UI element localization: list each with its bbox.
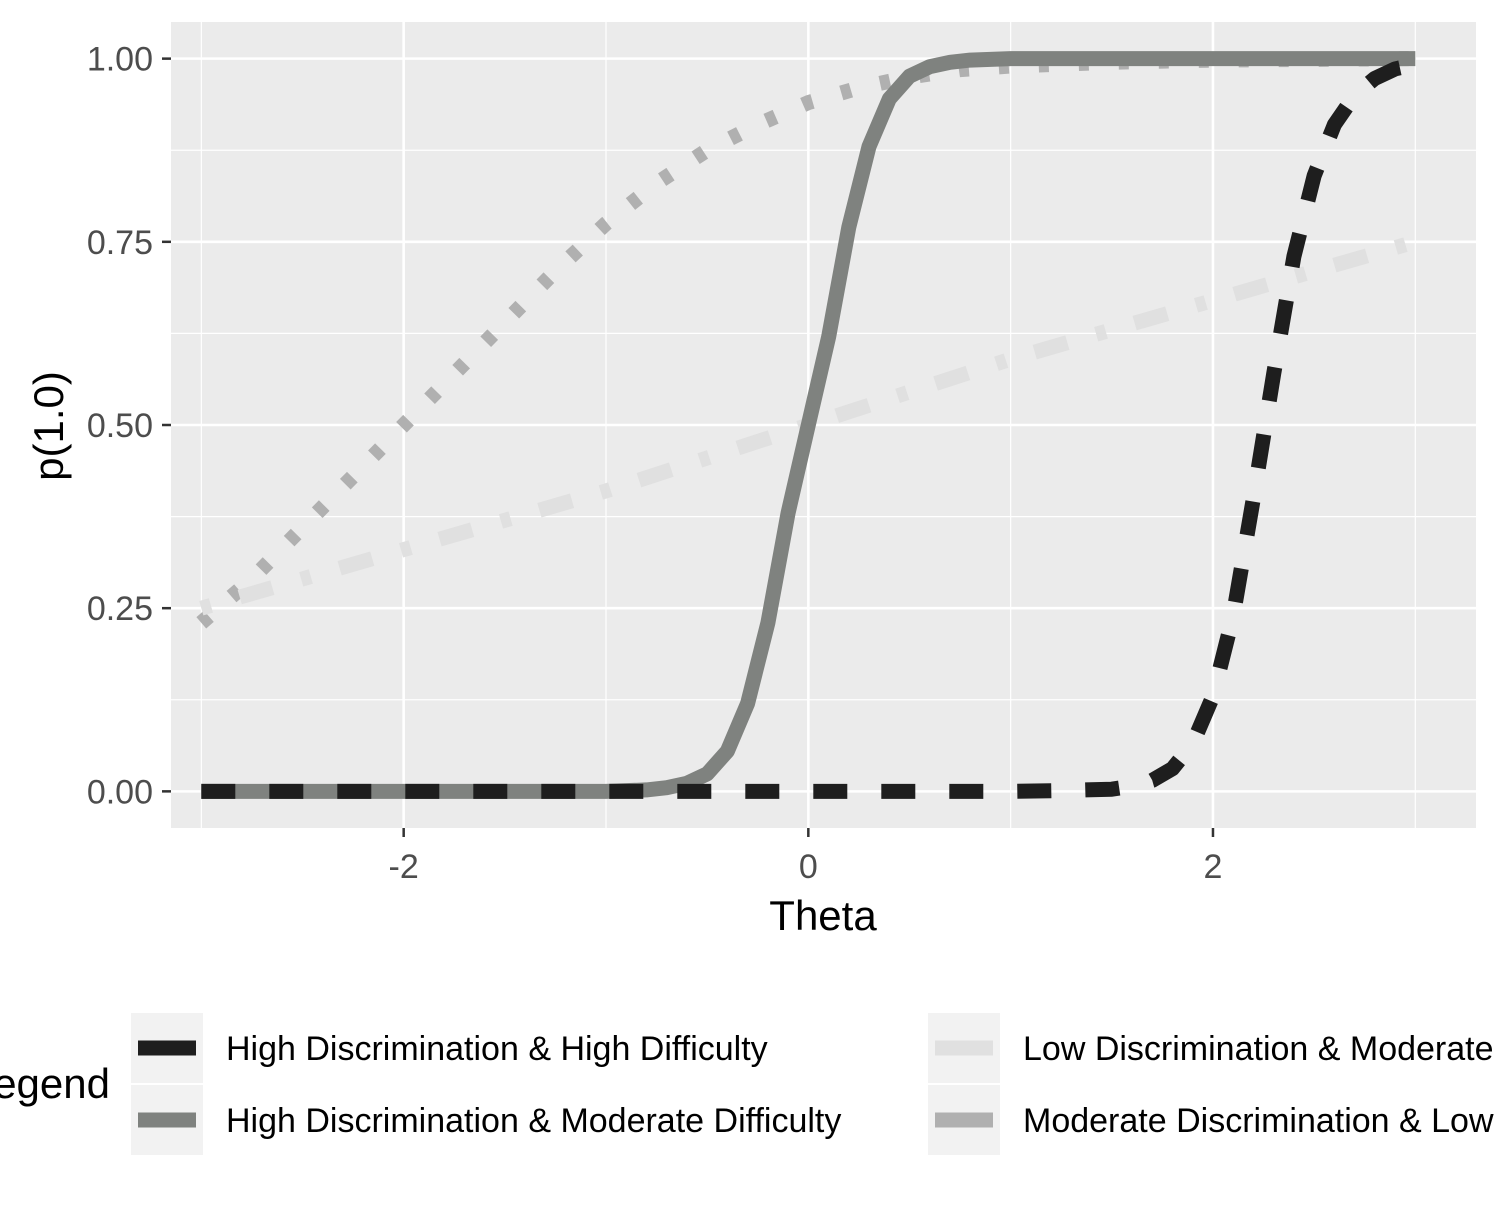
y-tick-label: 1.00: [87, 41, 153, 79]
y-axis-label: p(1.0): [25, 371, 72, 481]
x-tick-label: -2: [389, 848, 419, 886]
y-tick-label: 0.25: [87, 590, 153, 628]
legend-label: High Discrimination & Moderate Difficult…: [226, 1102, 841, 1140]
series-line: [201, 57, 1417, 799]
y-tick-label: 0.50: [87, 407, 153, 445]
series-layer: [196, 51, 1418, 799]
legend: Legend High Discrimination & High Diffic…: [0, 1013, 1500, 1155]
y-tick-label: 0.75: [87, 224, 153, 262]
x-axis-label: Theta: [769, 892, 877, 939]
x-tick-label: 0: [799, 848, 818, 886]
legend-label: Moderate Discrimination & Low Difficulty: [1023, 1102, 1500, 1140]
legend-label: High Discrimination & High Difficulty: [226, 1030, 768, 1068]
legend-label: Low Discrimination & Moderate Difficulty: [1023, 1030, 1500, 1068]
series-line: [201, 51, 1416, 799]
legend-items: High Discrimination & High Difficulty Hig…: [131, 1013, 1500, 1155]
y-axis: 0.00 0.25 0.50 0.75 1.00: [87, 41, 171, 811]
series-line: [199, 234, 1418, 616]
y-tick-label: 0.00: [87, 773, 153, 811]
x-tick-label: 2: [1204, 848, 1223, 886]
x-axis: -2 0 2: [389, 828, 1223, 886]
legend-title: Legend: [0, 1060, 110, 1107]
